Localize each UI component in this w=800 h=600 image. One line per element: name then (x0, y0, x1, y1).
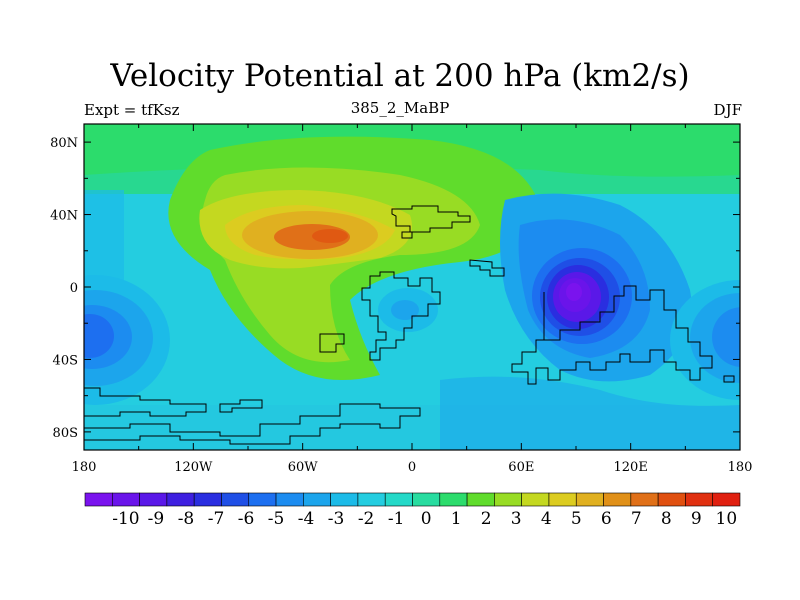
colorbar-label: 0 (421, 509, 432, 529)
colorbar-label: -6 (238, 509, 255, 529)
colorbar-label: 6 (601, 509, 612, 529)
colorbar-swatch (330, 492, 359, 507)
colorbar-label: 4 (541, 509, 552, 529)
east-negative-3 (712, 307, 740, 367)
x-tick-label: 0 (408, 460, 416, 475)
coastline-arabia (469, 259, 505, 277)
west-negative-4 (84, 314, 114, 358)
colorbar-swatch (248, 492, 277, 507)
colorbar-swatch (548, 492, 577, 507)
colorbar-swatch (412, 492, 441, 507)
colorbar: -10 -9 -8 -7 -6 -5 -4 -3 -2 -1 0 1 2 3 4 5 6 7 8 9 10 (84, 492, 741, 529)
colorbar-swatch (575, 492, 604, 507)
colorbar-swatch (630, 492, 659, 507)
y-tick-label: 40N (50, 209, 78, 224)
colorbar-label: -1 (388, 509, 405, 529)
southern-negative (440, 376, 740, 450)
colorbar-label: 3 (511, 509, 522, 529)
colorbar-swatch (494, 492, 522, 507)
contour-field (84, 124, 740, 450)
chart-title: Velocity Potential at 200 hPa (km2/s) (110, 58, 690, 94)
y-tick-label: 80N (50, 136, 78, 151)
colorbar-swatch (275, 492, 304, 507)
colorbar-swatch (193, 492, 222, 507)
negative-region-9 (566, 283, 582, 301)
field-west-tint (84, 190, 124, 290)
x-axis: 180 120W 60W 0 60E 120E 180 (72, 124, 753, 475)
x-tick-label: 60E (508, 460, 534, 475)
colorbar-label: 8 (661, 509, 672, 529)
colorbar-swatch (712, 492, 741, 507)
y-axis: 80N 40N 0 40S 80S (50, 136, 740, 441)
colorbar-swatch (657, 492, 686, 507)
colorbar-label: -2 (358, 509, 375, 529)
colorbar-label: -9 (148, 509, 165, 529)
coastline-africa-south-america (361, 271, 441, 361)
colorbar-swatch (384, 492, 413, 507)
coastline-antarctica-west (84, 387, 207, 417)
x-tick-label: 60W (288, 460, 319, 475)
coastline-asia-australia (511, 285, 713, 385)
colorbar-label: 7 (631, 509, 642, 529)
colorbar-swatch (439, 492, 468, 507)
coastline-island (401, 231, 413, 239)
colorbar-swatch (111, 492, 140, 507)
colorbar-label: 9 (691, 509, 702, 529)
coastline-island-2 (723, 375, 735, 383)
colorbar-swatch (166, 492, 195, 507)
colorbar-label: 10 (716, 509, 738, 529)
coastline-eurasia (391, 205, 471, 233)
colorbar-label: 1 (451, 509, 462, 529)
coastlines (84, 205, 735, 445)
coastline-small-island (319, 333, 345, 353)
season-label: DJF (713, 101, 742, 119)
colorbar-swatch (84, 492, 113, 507)
colorbar-label: 5 (571, 509, 582, 529)
colorbar-swatch (221, 492, 250, 507)
x-tick-label: 120E (614, 460, 648, 475)
colorbar-swatch (466, 492, 495, 507)
colorbar-label: -3 (328, 509, 345, 529)
atlantic-negative-core (391, 300, 419, 320)
y-tick-label: 40S (53, 353, 78, 368)
positive-region-9 (312, 229, 348, 243)
x-tick-label: 120W (174, 460, 213, 475)
colorbar-label: -5 (268, 509, 285, 529)
x-tick-label: 180 (728, 460, 753, 475)
colorbar-swatch (357, 492, 386, 507)
colorbar-swatch (139, 492, 168, 507)
coastline-antarctica-piece (219, 399, 263, 413)
colorbar-label: 2 (481, 509, 492, 529)
colorbar-label: -4 (298, 509, 315, 529)
colorbar-swatch (603, 492, 632, 507)
experiment-label: Expt = tfKsz (84, 101, 180, 119)
y-tick-label: 80S (53, 426, 78, 441)
coastline-antarctica-main (84, 403, 421, 445)
x-tick-label: 180 (72, 460, 97, 475)
colorbar-label: -8 (178, 509, 195, 529)
y-tick-label: 0 (70, 281, 78, 296)
case-label: 385_2_MaBP (350, 99, 450, 117)
colorbar-swatch (521, 492, 550, 507)
colorbar-swatch (685, 492, 714, 507)
colorbar-label: -10 (112, 509, 139, 529)
colorbar-label: -7 (208, 509, 225, 529)
colorbar-swatch (303, 492, 331, 507)
